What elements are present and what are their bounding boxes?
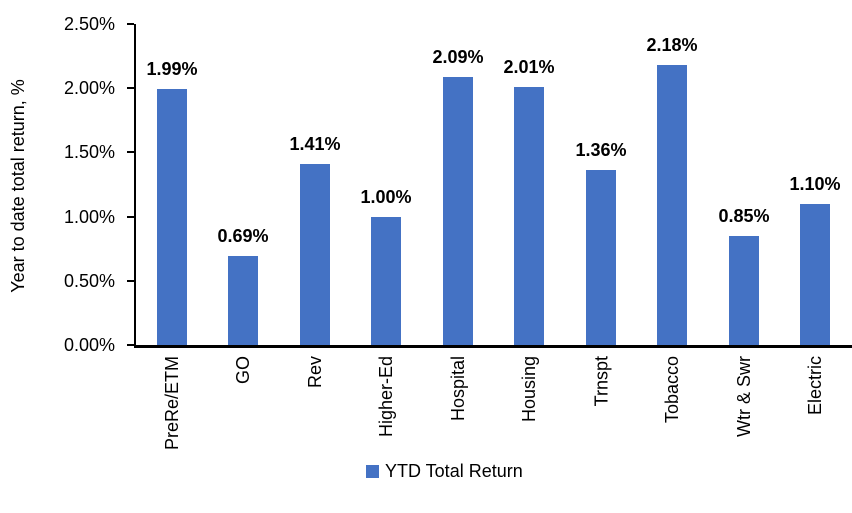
plot-area: [134, 24, 852, 348]
x-category-label: Trnspt: [591, 356, 611, 407]
y-tick-label: 0.50%: [63, 270, 115, 291]
legend-swatch-icon: [366, 465, 379, 478]
legend: YTD Total Return: [366, 461, 523, 482]
x-category-label: GO: [233, 356, 253, 385]
y-tick-mark: [127, 215, 134, 218]
bar-value-label: 1.36%: [575, 140, 627, 160]
y-tick-label: 0.00%: [63, 335, 115, 355]
x-category-label: Wtr & Swr: [734, 356, 754, 437]
bar-Hospital: [443, 77, 473, 345]
x-category-label: Hospital: [448, 356, 468, 422]
bar-value-label: 1.10%: [789, 174, 841, 194]
y-tick-label: 2.50%: [63, 14, 115, 34]
bar-Housing: [514, 87, 544, 345]
bar-Tobacco: [657, 65, 687, 345]
x-category-label: Tobacco: [662, 356, 682, 424]
y-tick-mark: [127, 344, 134, 346]
y-tick-label: 1.50%: [63, 142, 115, 163]
x-category-label: Electric: [805, 356, 825, 416]
bar-GO: [228, 256, 258, 345]
bar-value-label: 1.99%: [146, 59, 198, 79]
legend-label: YTD Total Return: [385, 461, 523, 481]
bar-Wtr & Swr: [729, 236, 759, 345]
bar-Rev: [300, 164, 330, 345]
bar-value-label: 2.09%: [432, 47, 484, 67]
bar-value-label: 0.85%: [718, 206, 770, 226]
bar-value-label: 0.69%: [217, 226, 269, 246]
bar-value-label: 1.00%: [360, 187, 412, 207]
x-category-label: Higher-Ed: [376, 356, 396, 438]
y-tick-mark: [127, 279, 134, 282]
bar-Trnspt: [586, 170, 616, 345]
bar-PreRe/ETM: [157, 89, 187, 345]
x-category-label: Rev: [305, 356, 325, 389]
y-tick-mark: [127, 151, 134, 154]
bar-value-label: 1.41%: [289, 134, 341, 154]
y-tick-label: 1.00%: [63, 206, 115, 227]
bar-Higher-Ed: [371, 217, 401, 345]
y-tick-label: 2.00%: [63, 78, 115, 99]
bar-Electric: [800, 204, 830, 345]
y-tick-mark: [127, 23, 134, 25]
y-tick-mark: [127, 87, 134, 90]
bar-value-label: 2.01%: [503, 57, 555, 77]
y-axis-title: Year to date total return, %: [8, 79, 28, 293]
bar-value-label: 2.18%: [646, 35, 698, 55]
x-category-label: Housing: [519, 356, 539, 423]
x-category-label: PreRe/ETM: [162, 356, 182, 451]
